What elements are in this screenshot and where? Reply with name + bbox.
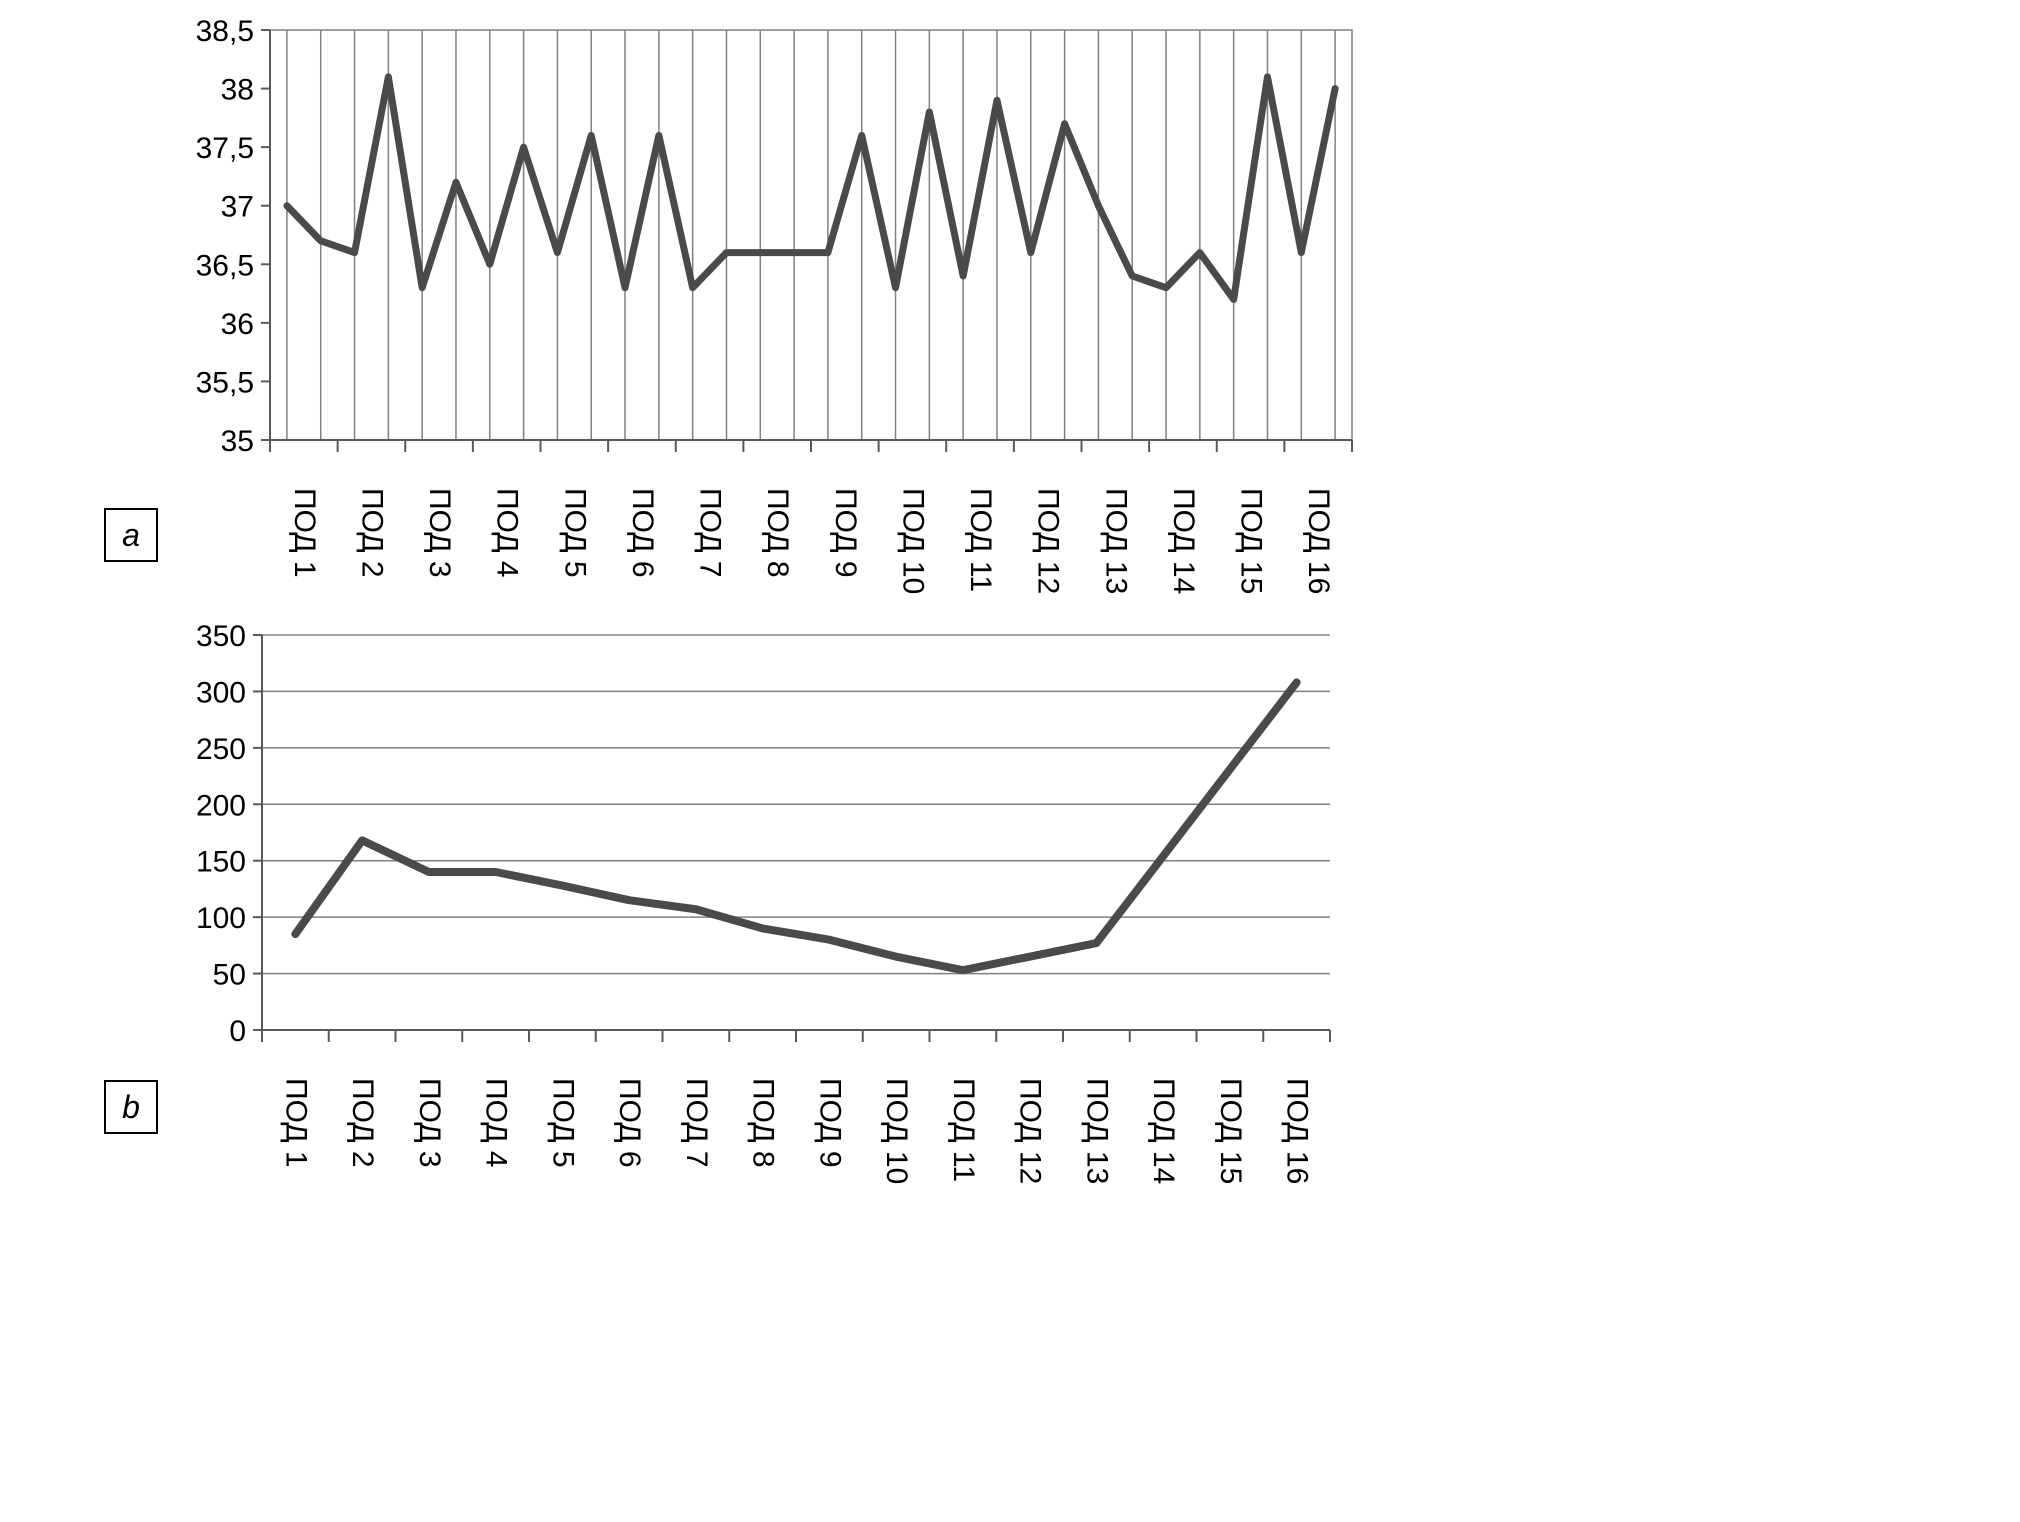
y-tick-label: 35 [221,425,254,458]
y-tick-label: 38,5 [196,15,254,48]
x-tick-label: ПОД 10 [896,488,929,594]
x-tick-label: ПОД 10 [880,1078,913,1184]
x-tick-label: ПОД 15 [1235,488,1268,594]
panel-b-label-box: b [104,1080,158,1134]
x-tick-label: ПОД 11 [947,1078,980,1182]
x-tick-label: ПОД 6 [626,488,659,578]
x-tick-label: ПОД 5 [558,488,591,578]
y-tick-label: 300 [196,676,246,709]
x-tick-label: ПОД 11 [964,488,997,592]
x-tick-label: ПОД 1 [288,488,321,578]
y-tick-label: 50 [213,959,246,992]
x-tick-label: ПОД 6 [613,1078,646,1168]
panel-b-label: b [122,1089,140,1125]
y-tick-label: 35,5 [196,366,254,399]
y-tick-label: 100 [196,902,246,935]
y-tick-label: 37,5 [196,132,254,165]
y-tick-label: 37 [221,191,254,224]
y-tick-label: 200 [196,789,246,822]
y-tick-label: 36,5 [196,249,254,282]
x-tick-label: ПОД 8 [747,1078,780,1168]
data-series-line [291,678,1301,975]
x-tick-label: ПОД 7 [694,488,727,578]
x-tick-label: ПОД 8 [761,488,794,578]
x-tick-label: ПОД 7 [680,1078,713,1168]
x-tick-label: ПОД 13 [1099,488,1132,594]
y-tick-label: 250 [196,733,246,766]
x-tick-label: ПОД 12 [1014,1078,1047,1184]
data-series-line [283,73,1339,303]
x-tick-label: ПОД 2 [346,1078,379,1168]
x-tick-label: ПОД 5 [546,1078,579,1168]
plot-border [269,29,1353,441]
panel-a-label-box: a [104,508,158,562]
x-tick-label: ПОД 3 [423,488,456,578]
x-tick-label: ПОД 16 [1281,1078,1314,1184]
x-tick-label: ПОД 14 [1147,1078,1180,1184]
x-tick-label: ПОД 12 [1032,488,1065,594]
x-tick-label: ПОД 16 [1302,488,1335,594]
x-tick-label: ПОД 4 [491,488,524,578]
x-tick-label: ПОД 15 [1214,1078,1247,1184]
x-tick-label: ПОД 14 [1167,488,1200,594]
x-tick-label: ПОД 1 [279,1078,312,1168]
y-tick-label: 38 [221,74,254,107]
y-tick-label: 36 [221,308,254,341]
panel-a-label: a [122,517,140,553]
x-tick-label: ПОД 9 [813,1078,846,1168]
y-tick-label: 350 [196,620,246,653]
x-tick-label: ПОД 4 [480,1078,513,1168]
x-tick-label: ПОД 2 [355,488,388,578]
x-tick-label: ПОД 9 [829,488,862,578]
x-tick-label: ПОД 3 [413,1078,446,1168]
x-tick-label: ПОД 13 [1080,1078,1113,1184]
y-tick-label: 150 [196,846,246,879]
y-tick-label: 0 [229,1015,246,1048]
